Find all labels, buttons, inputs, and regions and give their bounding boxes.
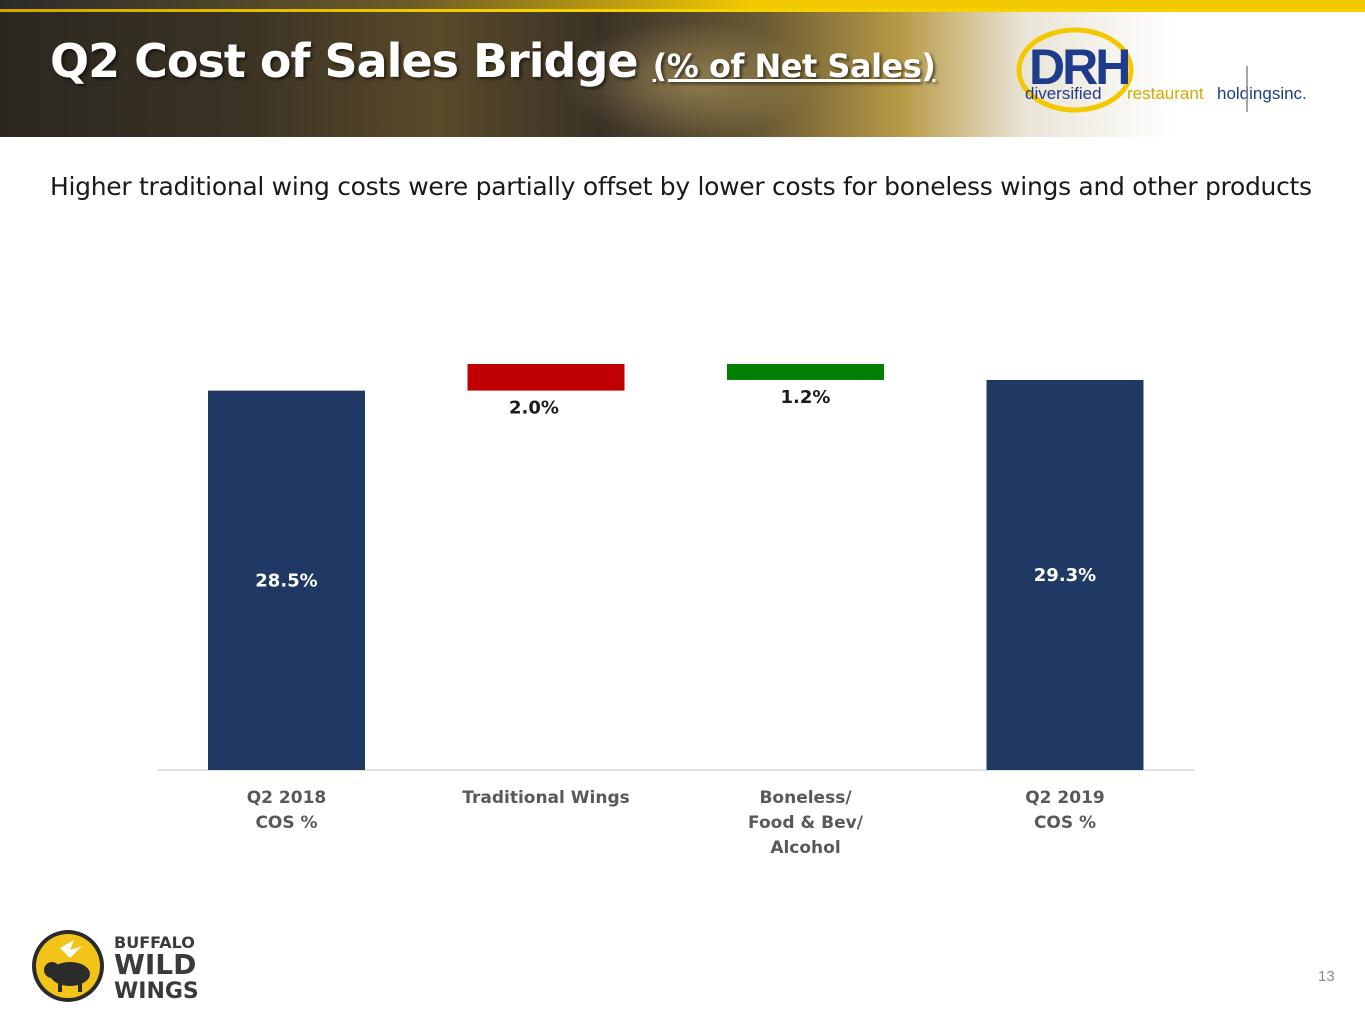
title-main: Q2 Cost of Sales Bridge [50,34,639,88]
slide-header: Q2 Cost of Sales Bridge (% of Net Sales)… [0,0,1365,137]
data-label-q2-2019-cos: 29.3% [1034,565,1096,586]
drh-logo-word-diversified: diversified [1025,84,1102,103]
bww-line2: WILD [114,948,196,981]
slide-subtitle: Higher traditional wing costs were parti… [50,172,1312,201]
bison-icon [44,940,90,992]
title-subtext: (% of Net Sales) [652,47,936,85]
data-label-q2-2018-cos: 28.5% [255,570,317,591]
data-label-boneless-food-bev-alcohol: 1.2% [781,387,831,408]
bww-line3: WINGS [114,979,199,1004]
category-label-line: Boneless/ [759,788,852,808]
bar-q2-2018-cos [208,390,365,770]
category-label-q2-2018-cos: Q2 2018 COS % [247,788,327,833]
category-label-line: Food & Bev/ [748,813,864,833]
buffalo-wild-wings-logo: BUFFALO WILD WINGS [32,930,199,1004]
bar-boneless-food-bev-alcohol [727,364,884,380]
category-label-line: Q2 2018 [247,788,327,808]
header-top-line [0,0,1365,9]
category-label-line: Traditional Wings [462,788,630,808]
header-glow [560,20,820,137]
chart-data-labels: 28.5% 2.0% 1.2% 29.3% [255,387,1096,591]
category-label-line: COS % [255,813,317,833]
category-label-q2-2019-cos: Q2 2019 COS % [1025,788,1105,833]
drh-logo-word-holdings: holdingsinc. [1217,84,1307,103]
chart-category-labels: Q2 2018 COS % Traditional Wings Boneless/Fo… [247,788,1105,858]
category-label-line: Q2 2019 [1025,788,1105,808]
drh-logo-mark: DRH [1029,39,1128,95]
drh-logo: DRH diversified restaurant holdingsinc. [1016,27,1307,113]
chart-bars [208,364,1144,770]
header-yellow-stripe [0,9,1365,12]
bar-q2-2019-cos [986,379,1144,770]
category-label-boneless-food-bev-alcohol: Boneless/Food & Bev/Alcohol [748,788,864,858]
page-title: Q2 Cost of Sales Bridge (% of Net Sales) [50,34,936,88]
category-label-traditional-wings: Traditional Wings [462,788,630,808]
data-label-traditional-wings: 2.0% [509,398,559,419]
category-label-line: Alcohol [770,838,840,858]
drh-logo-ring [1016,27,1134,113]
bar-traditional-wings [467,364,625,391]
category-label-line: COS % [1034,813,1096,833]
drh-logo-word-restaurant: restaurant [1127,84,1204,103]
bww-line1: BUFFALO [114,933,195,952]
page-number: 13 [1318,968,1335,985]
